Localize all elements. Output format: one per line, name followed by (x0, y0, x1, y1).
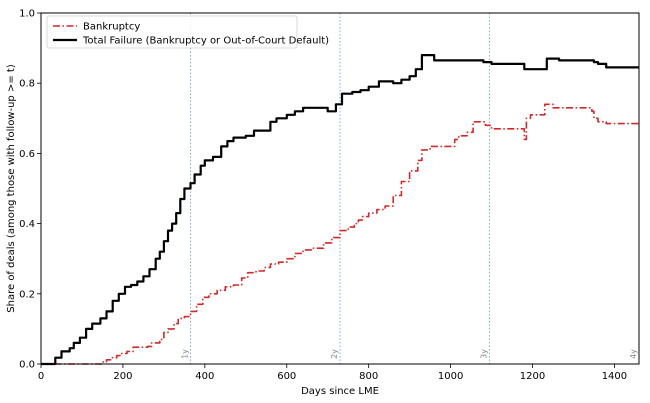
x-tick-label: 0 (38, 371, 44, 382)
reference-line-label-1y: 1y (181, 349, 190, 359)
x-tick-label: 600 (277, 371, 296, 382)
x-axis-label: Days since LME (301, 386, 379, 397)
x-tick-label: 1400 (602, 371, 627, 382)
x-tick-label: 400 (195, 371, 214, 382)
reference-line-label-2y: 2y (330, 349, 339, 359)
x-tick-label: 1200 (520, 371, 545, 382)
y-tick-label: 0.4 (19, 219, 35, 230)
reference-lines: 1y 2y 3y 4y (181, 13, 640, 364)
reference-line-label-4y: 4y (629, 349, 638, 359)
y-axis-label: Share of deals (among those with follow-… (6, 64, 17, 313)
y-tick-label: 0.8 (19, 79, 35, 90)
y-tick-label: 0.0 (19, 360, 35, 371)
series-line-bankruptcy (41, 103, 639, 365)
y-axis-ticks: 0.0 0.2 0.4 0.6 0.8 1.0 (19, 9, 41, 371)
legend-label-bankruptcy: Bankruptcy (83, 22, 140, 33)
legend: Bankruptcy Total Failure (Bankruptcy or … (46, 15, 329, 49)
series-layer (41, 54, 639, 366)
legend-box (46, 15, 298, 49)
reference-line-label-3y: 3y (480, 349, 489, 359)
x-axis-ticks: 0 200 400 600 800 1000 1200 1400 (38, 364, 627, 382)
y-tick-label: 0.2 (19, 289, 35, 300)
x-tick-label: 1000 (438, 371, 463, 382)
series-line-total-failure (41, 54, 639, 366)
legend-label-total-failure: Total Failure (Bankruptcy or Out-of-Cour… (82, 36, 329, 47)
y-tick-label: 0.6 (19, 149, 35, 160)
plot-frame (40, 12, 640, 365)
x-tick-label: 800 (359, 371, 378, 382)
y-tick-label: 1.0 (19, 9, 35, 20)
x-tick-label: 200 (113, 371, 132, 382)
